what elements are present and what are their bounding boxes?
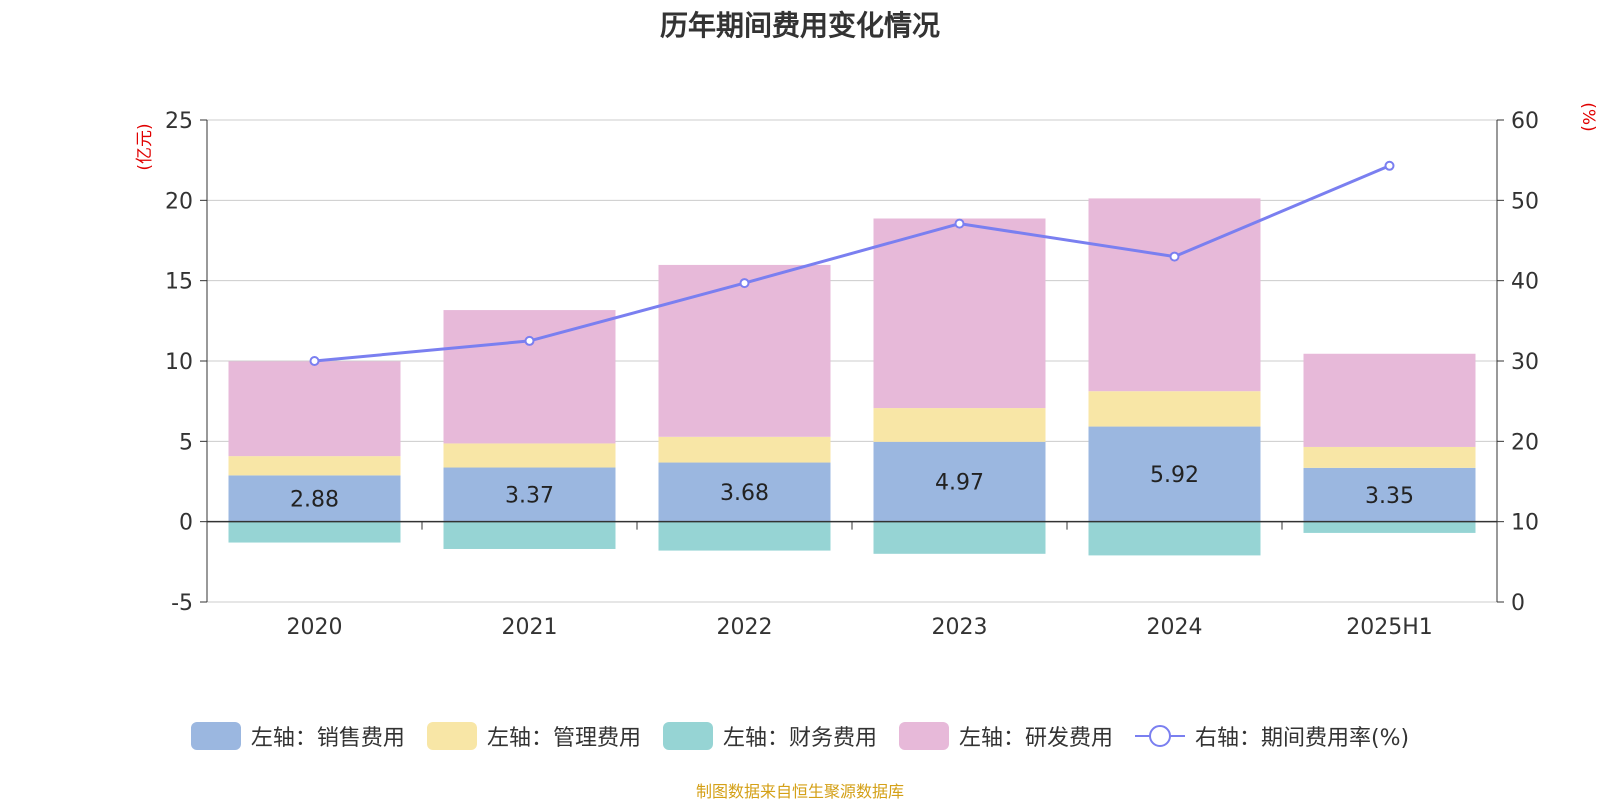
x-axis-tick-label: 2023: [932, 615, 988, 640]
legend-label-rnd: 左轴：研发费用: [958, 726, 1113, 751]
bar-label-sales: 3.37: [505, 484, 554, 509]
legend-swatch-sales: [190, 722, 241, 750]
rate-point: [524, 335, 535, 346]
legend-label-admin: 左轴：管理费用: [486, 726, 641, 751]
right-axis-tick-label: 50: [1511, 189, 1539, 214]
source-note: 制图数据来自恒生聚源数据库: [695, 782, 904, 801]
bar-label-sales: 3.35: [1365, 484, 1414, 509]
legend-swatch-rate: [1134, 722, 1185, 750]
right-axis-unit: (%): [1578, 102, 1598, 131]
bar-finance: [873, 521, 1046, 554]
x-axis-tick-label: 2025H1: [1346, 615, 1433, 640]
left-axis-tick-label: 25: [165, 109, 193, 134]
right-axis-tick-label: 10: [1511, 511, 1539, 536]
x-axis-tick-label: 2020: [287, 615, 343, 640]
left-axis-tick-label: 0: [179, 511, 193, 536]
bar-rnd: [658, 264, 831, 437]
rate-point: [739, 278, 750, 289]
left-axis-tick-label: 15: [165, 270, 193, 295]
right-axis-tick-label: 30: [1511, 350, 1539, 375]
chart-legend: 左轴：销售费用 左轴：管理费用 左轴：财务费用 左轴：研发费用 右轴：期间费用率…: [0, 720, 1600, 752]
left-axis-unit: (亿元): [135, 123, 155, 170]
left-axis-tick-label: -5: [171, 591, 193, 616]
bar-rnd: [228, 361, 401, 457]
legend-label-rate: 右轴：期间费用率(%): [1194, 726, 1410, 751]
legend-item-rate[interactable]: 右轴：期间费用率(%): [1134, 720, 1410, 752]
bar-finance: [1088, 521, 1261, 556]
legend-label-finance: 左轴：财务费用: [722, 726, 877, 751]
x-axis-tick-label: 2022: [717, 615, 773, 640]
bar-label-sales: 2.88: [290, 488, 339, 513]
bar-admin: [228, 456, 401, 476]
bar-finance: [658, 521, 831, 551]
bar-admin: [658, 436, 831, 463]
x-axis-tick-label: 2024: [1147, 615, 1203, 640]
bar-label-sales: 4.97: [935, 471, 984, 496]
bar-sales: [1303, 467, 1476, 522]
rate-point: [309, 356, 320, 366]
rate-point: [954, 218, 965, 229]
legend-item-rnd[interactable]: 左轴：研发费用: [898, 720, 1113, 752]
bar-sales: [228, 475, 401, 522]
legend-label-sales: 左轴：销售费用: [250, 726, 405, 751]
bar-sales: [873, 441, 1046, 522]
bar-sales: [1088, 426, 1261, 522]
chart-plot: -5 0 5 10 15 20 25 0 10 20 30 40 50 60 (亿元) (%) 2.88 2020…: [135, 102, 1598, 640]
rate-point: [1384, 160, 1395, 171]
bar-admin: [1303, 446, 1476, 468]
bar-finance: [228, 521, 401, 543]
right-axis-tick-label: 60: [1511, 109, 1539, 134]
right-axis-tick-label: 20: [1511, 430, 1539, 455]
bar-rnd: [1088, 198, 1261, 392]
bar-rnd: [873, 218, 1046, 409]
bar-admin: [443, 443, 616, 468]
legend-swatch-admin: [426, 722, 477, 750]
legend-item-finance[interactable]: 左轴：财务费用: [662, 720, 877, 752]
legend-swatch-finance: [662, 722, 713, 750]
bar-label-sales: 3.68: [720, 481, 769, 506]
rate-line: [314, 164, 1391, 363]
bar-sales: [658, 462, 831, 522]
legend-item-sales[interactable]: 左轴：销售费用: [190, 720, 405, 752]
bar-admin: [1088, 391, 1261, 427]
chart-title: 历年期间费用变化情况: [659, 9, 940, 42]
legend-item-admin[interactable]: 左轴：管理费用: [426, 720, 641, 752]
right-axis-tick-label: 0: [1511, 591, 1525, 616]
rate-point: [1169, 251, 1180, 262]
right-axis-tick-label: 40: [1511, 270, 1539, 295]
legend-swatch-rnd: [898, 722, 949, 750]
left-axis-tick-label: 20: [165, 189, 193, 214]
bar-admin: [873, 408, 1046, 442]
bar-finance: [443, 521, 616, 549]
left-axis-tick-label: 10: [165, 350, 193, 375]
bar-rnd: [443, 310, 616, 444]
bar-rnd: [1303, 353, 1476, 447]
bar-finance: [1303, 521, 1476, 533]
bar-sales: [443, 467, 616, 522]
left-axis-tick-label: 5: [179, 430, 193, 455]
x-axis-tick-label: 2021: [502, 615, 558, 640]
bar-label-sales: 5.92: [1150, 463, 1199, 488]
